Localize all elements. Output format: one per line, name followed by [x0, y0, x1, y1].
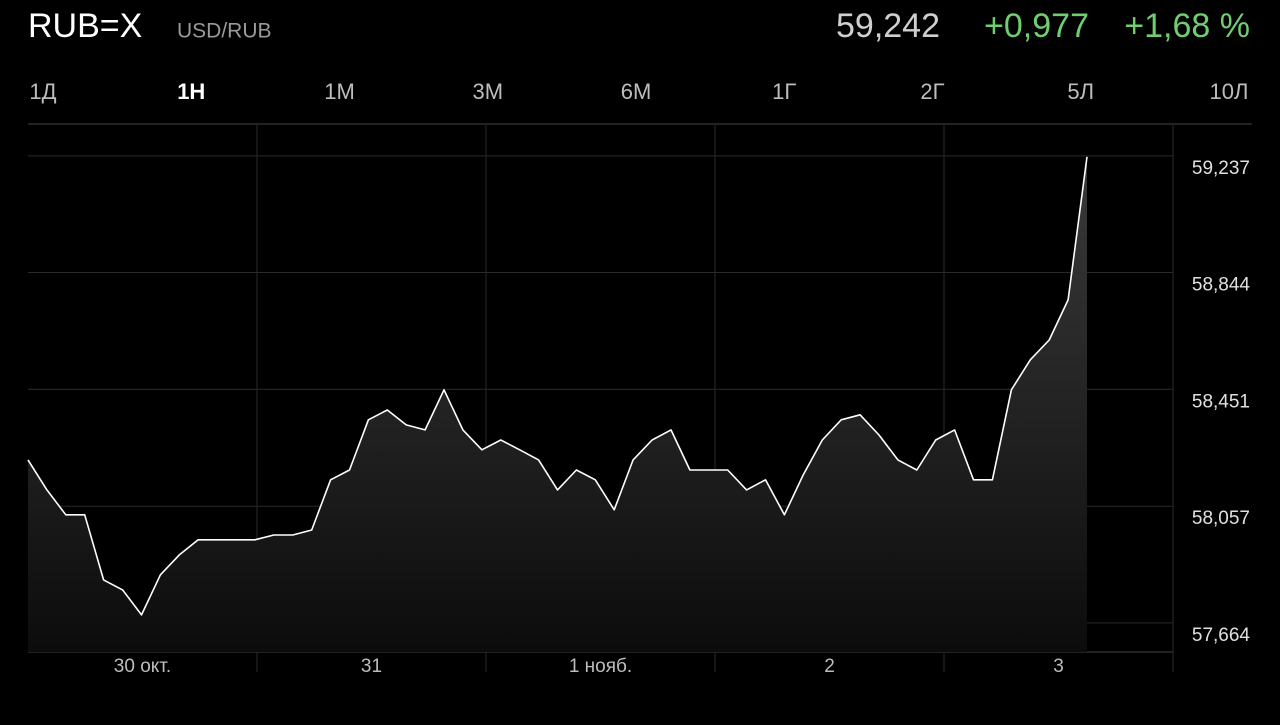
period-tab[interactable]: 10Л: [1210, 79, 1249, 104]
period-tab[interactable]: 1Д: [29, 79, 56, 104]
x-tick-label: 1 нояб.: [569, 656, 632, 677]
pair-name: USD/RUB: [177, 20, 272, 43]
x-tick-label: 30 окт.: [114, 656, 171, 677]
y-tick-label: 59,237: [1192, 158, 1250, 179]
price-line: [27, 156, 1088, 616]
area: [28, 156, 1087, 653]
period-tab[interactable]: 6М: [621, 79, 652, 104]
period-tab[interactable]: 5Л: [1067, 79, 1094, 104]
y-tick-label: 58,451: [1192, 391, 1250, 412]
x-tick-label: 3: [1053, 656, 1064, 677]
period-tab[interactable]: 3М: [472, 79, 503, 104]
y-tick-label: 57,664: [1192, 625, 1251, 646]
y-tick-label: 58,057: [1192, 508, 1250, 529]
period-tab[interactable]: 1Н: [177, 79, 205, 104]
price: 59,242: [836, 7, 940, 45]
y-tick-label: 58,844: [1192, 275, 1251, 296]
period-tab[interactable]: 1Г: [772, 79, 796, 104]
period-tab[interactable]: 1М: [324, 79, 355, 104]
period-tab[interactable]: 2Г: [920, 79, 944, 104]
x-tick-label: 2: [824, 656, 835, 677]
change-percent: +1,68 %: [1124, 7, 1250, 45]
x-tick-label: 31: [361, 656, 382, 677]
symbol: RUB=X: [28, 7, 142, 45]
change: +0,977: [984, 7, 1089, 45]
